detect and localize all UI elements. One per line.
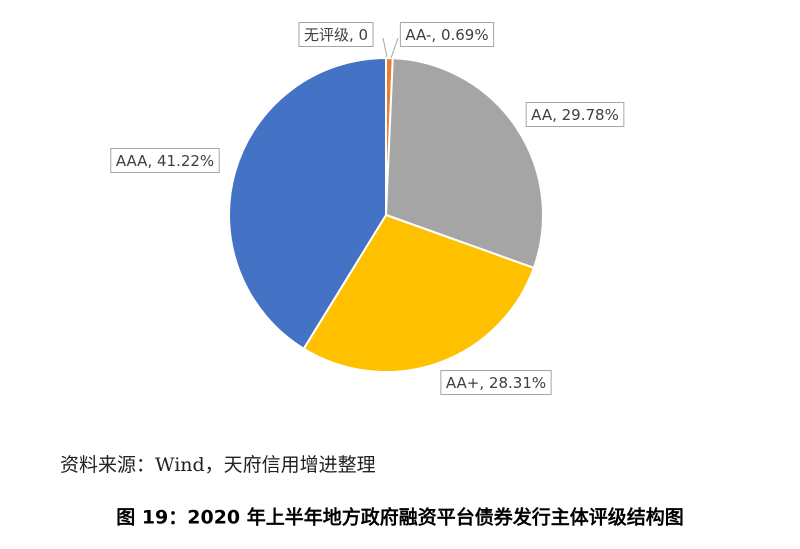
category-label: AA+ — [446, 374, 480, 392]
value-label: 28.31% — [489, 374, 546, 392]
label-box — [298, 22, 374, 47]
label-separator: , — [479, 374, 489, 392]
value-label: 0.69% — [441, 26, 489, 44]
label-separator: , — [552, 106, 562, 124]
label-box — [110, 148, 220, 173]
label-box — [440, 370, 552, 395]
data-label: AAA, 41.22% — [110, 148, 220, 173]
label-text: 无评级, 0 — [304, 26, 368, 44]
label-separator: , — [349, 26, 359, 44]
value-label: 29.78% — [562, 106, 619, 124]
value-label: 41.22% — [157, 152, 214, 170]
category-label: 无评级 — [304, 26, 349, 44]
label-box — [399, 22, 495, 47]
pie-slice — [384, 57, 544, 270]
chart-caption: 图 19：2020 年上半年地方政府融资平台债券发行主体评级结构图 — [116, 506, 684, 529]
label-text: AAA, 41.22% — [116, 152, 214, 170]
leader-line — [382, 37, 388, 58]
pie-slice — [302, 213, 536, 373]
label-text: AA-, 0.69% — [405, 26, 488, 44]
data-label: AA+, 28.31% — [440, 370, 552, 395]
label-separator: , — [147, 152, 157, 170]
label-text: AA, 29.78% — [531, 106, 619, 124]
label-box — [525, 102, 625, 127]
category-label: AA- — [405, 26, 431, 44]
category-label: AAA — [116, 152, 148, 170]
source-note: 资料来源：Wind，天府信用增进整理 — [60, 454, 376, 476]
label-separator: , — [431, 26, 441, 44]
data-label: AA-, 0.69% — [399, 22, 495, 47]
label-text: AA+, 28.31% — [446, 374, 546, 392]
category-label: AA — [531, 106, 553, 124]
leader-line — [390, 37, 399, 59]
data-label: AA, 29.78% — [525, 102, 625, 127]
value-label: 0 — [359, 26, 369, 44]
data-label: 无评级, 0 — [298, 22, 374, 47]
pie-slice — [228, 56, 387, 351]
